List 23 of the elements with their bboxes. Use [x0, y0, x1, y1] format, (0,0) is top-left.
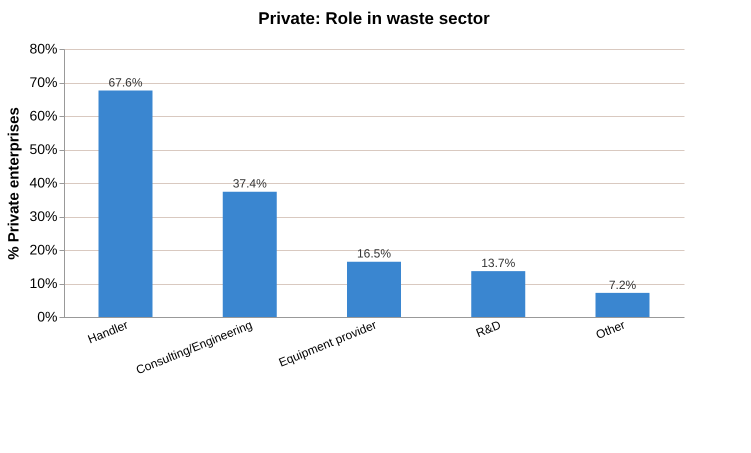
y-tick-label: 0% — [37, 308, 58, 324]
y-tick-label: 60% — [29, 108, 58, 124]
bar — [222, 192, 277, 317]
bar — [595, 292, 650, 317]
bar — [471, 271, 526, 317]
data-label: 16.5% — [356, 246, 392, 261]
data-label: 7.2% — [608, 278, 636, 292]
chart-title: Private: Role in waste sector — [258, 9, 490, 28]
y-axis-title: % Private enterprises — [5, 107, 22, 260]
y-tick-label: 70% — [29, 74, 58, 90]
bar — [347, 262, 401, 317]
bar — [98, 90, 153, 317]
x-tick-label: Other — [594, 318, 627, 342]
y-tick-label: 20% — [29, 242, 58, 258]
x-tick-label: R&D — [474, 318, 504, 340]
y-tick-label: 40% — [29, 174, 58, 190]
data-label: 37.4% — [232, 176, 268, 191]
y-tick-label: 80% — [29, 40, 58, 56]
y-tick-label: 10% — [29, 275, 58, 291]
y-tick-label: 50% — [29, 141, 58, 157]
y-tick-label: 30% — [29, 208, 58, 224]
data-label: 13.7% — [481, 256, 516, 270]
data-label: 67.6% — [108, 76, 143, 90]
